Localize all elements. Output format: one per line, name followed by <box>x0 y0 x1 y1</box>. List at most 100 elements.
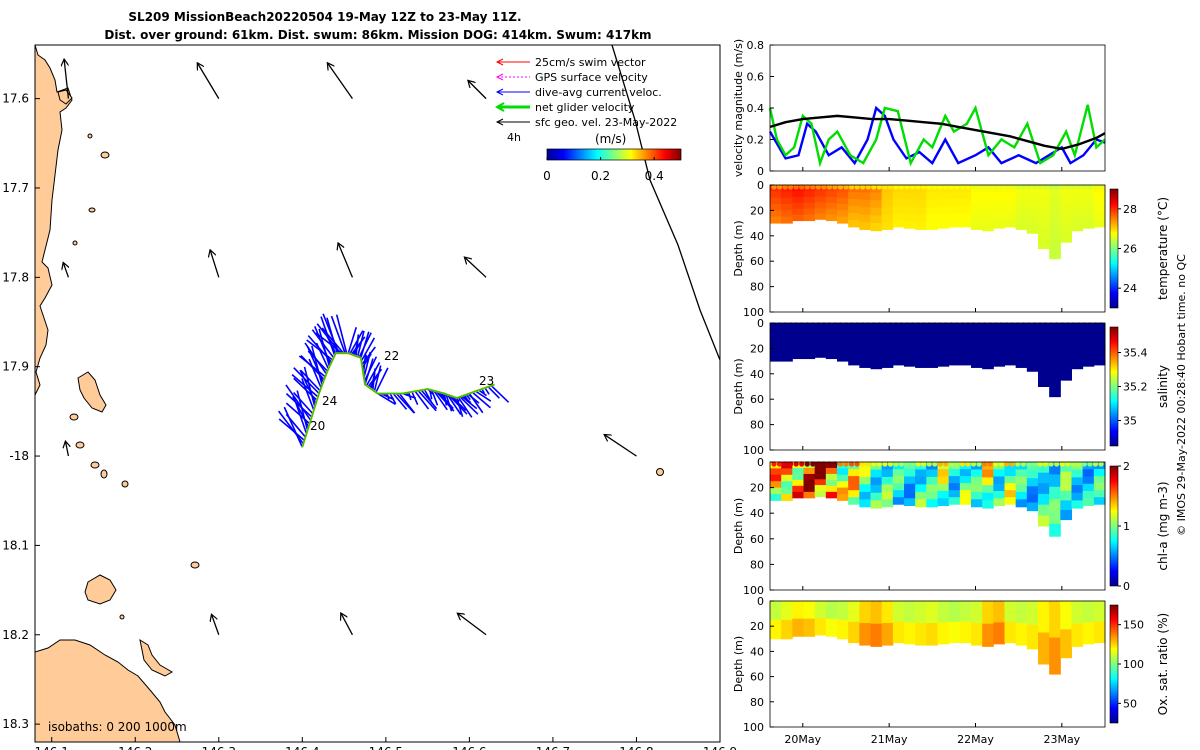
section-cell <box>1004 628 1017 637</box>
section-cell <box>837 468 849 476</box>
legend-gps-label: GPS surface velocity <box>535 71 648 84</box>
section-cell <box>1071 353 1084 362</box>
section-cell <box>982 638 994 647</box>
surface-sample-dot <box>1042 322 1049 328</box>
section-cell <box>915 214 927 223</box>
section-cell <box>825 340 838 348</box>
map-x-tick-label: 146.4 <box>285 745 319 750</box>
section-cell <box>915 469 927 478</box>
section-colorbar-tick-label: 35 <box>1123 415 1137 428</box>
surface-sample-dot <box>1098 461 1104 467</box>
section-cell <box>915 199 927 208</box>
section-cell <box>1093 497 1106 505</box>
section-cell <box>1026 502 1039 512</box>
section-cell <box>937 601 950 609</box>
dive-current-vector <box>349 330 364 355</box>
section-cell <box>848 198 860 207</box>
dive-current-vector <box>363 351 372 379</box>
section-cell <box>1049 661 1061 675</box>
surface-sample-dot <box>993 184 999 190</box>
section-cell <box>971 345 983 354</box>
surface-sample-dot <box>832 461 838 467</box>
map-x-tick-label: 146.8 <box>619 745 653 750</box>
section-cell <box>971 185 983 193</box>
dive-current-vector <box>372 368 376 391</box>
surface-sample-dot <box>987 184 993 190</box>
surface-sample-dot <box>987 600 993 606</box>
section-cell <box>892 357 905 366</box>
surface-sample-dot <box>915 322 921 328</box>
section-cell <box>982 215 994 224</box>
section-cell <box>948 601 961 609</box>
section-cell <box>1049 649 1061 663</box>
section-cell <box>915 352 927 361</box>
surface-sample-dot <box>882 322 888 328</box>
section-cell <box>781 626 793 633</box>
section-cell <box>859 637 871 646</box>
section-cell <box>1004 185 1017 193</box>
dive-current-vector <box>355 334 360 357</box>
surface-sample-dot <box>915 461 921 467</box>
section-cell <box>959 198 972 207</box>
section-cell <box>993 220 1005 229</box>
surface-sample-dot <box>860 461 866 467</box>
section-cell <box>881 323 894 331</box>
surface-sample-dot <box>854 461 860 467</box>
surface-sample-dot <box>898 461 905 467</box>
section-cell <box>982 492 994 501</box>
section-cell <box>1060 471 1072 482</box>
map-y-tick-label: 17.6 <box>2 92 29 106</box>
surface-sample-dot <box>998 184 1004 190</box>
section-cell <box>859 207 871 216</box>
section-colorbar-tick-label: 100 <box>1123 658 1144 671</box>
section-cell <box>971 623 983 631</box>
section-cell <box>926 469 938 478</box>
dive-current-vector <box>311 329 335 359</box>
section-cell <box>926 491 938 500</box>
section-cell <box>982 223 994 232</box>
surface-sample-dot <box>776 461 783 467</box>
section-cell <box>937 199 950 208</box>
map-y-tick-label: 18.2 <box>2 628 29 642</box>
section-cell <box>1082 220 1095 229</box>
section-cell <box>825 208 838 216</box>
surface-sample-dot <box>1020 322 1027 328</box>
section-cell <box>982 338 994 347</box>
section-cell <box>837 185 849 192</box>
section-cell <box>959 614 972 623</box>
section-cell <box>948 219 961 228</box>
section-cell <box>781 607 793 615</box>
section-cell <box>1004 607 1017 616</box>
section-cell <box>803 618 816 626</box>
section-cell <box>1060 629 1072 640</box>
dive-current-vector <box>311 345 323 386</box>
section-y-tick-label: 60 <box>750 671 764 684</box>
section-cell <box>1026 355 1039 364</box>
geo-velocity-arrow <box>458 614 487 636</box>
islet <box>121 480 129 488</box>
section-cell <box>1049 462 1061 475</box>
islet <box>100 151 110 159</box>
surface-sample-dot <box>1087 461 1093 467</box>
section-cell <box>1015 476 1028 485</box>
dive-current-vector <box>423 389 433 404</box>
section-cell <box>881 199 894 208</box>
section-cell <box>870 616 883 625</box>
surface-sample-dot <box>882 600 888 606</box>
section-cell <box>1015 222 1028 230</box>
surface-sample-dot <box>865 461 871 467</box>
section-cell <box>825 196 838 204</box>
section-cell <box>837 348 849 356</box>
section-y-tick-label: 80 <box>750 558 764 571</box>
geo-velocity-arrow <box>198 64 220 99</box>
surface-sample-dot <box>926 461 932 467</box>
section-cell <box>982 608 994 617</box>
section-cell <box>904 337 916 346</box>
dive-current-vector <box>457 396 473 418</box>
section-cell <box>1082 636 1095 645</box>
surface-sample-dot <box>915 600 921 606</box>
section-cell <box>993 469 1005 478</box>
section-cell <box>959 628 972 637</box>
section-cell <box>1026 193 1039 202</box>
section-cell <box>848 497 860 505</box>
